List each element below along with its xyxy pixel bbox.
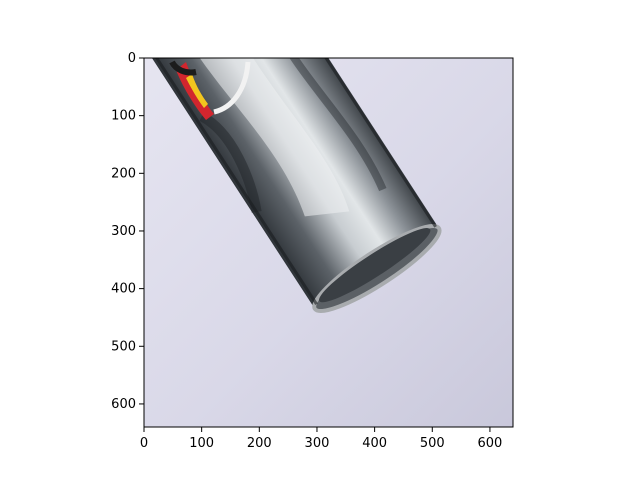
- y-axis: 0 100 200 300 400 500 600: [111, 51, 144, 412]
- can-edge-left: [144, 58, 318, 305]
- photo-image: [144, 58, 513, 427]
- x-tick-label: 600: [478, 436, 503, 451]
- can-logo: [169, 60, 251, 120]
- y-tick-label: 200: [111, 166, 136, 181]
- x-tick-label: 500: [420, 436, 445, 451]
- x-axis: 0 100 200 300 400 500 600: [140, 427, 502, 451]
- x-tick-label: 400: [362, 436, 387, 451]
- y-tick-label: 0: [128, 51, 136, 66]
- x-tick-label: 0: [140, 436, 148, 451]
- x-tick-label: 200: [247, 436, 272, 451]
- can-shadow-stripe: [199, 111, 262, 213]
- y-tick-label: 400: [111, 282, 136, 297]
- y-tick-label: 300: [111, 224, 136, 239]
- can-base: [319, 228, 431, 303]
- y-tick-label: 600: [111, 397, 136, 412]
- can-dark-stripe: [270, 58, 387, 192]
- axes-frame: [143, 57, 514, 428]
- x-tick-label: 100: [189, 436, 214, 451]
- can-reflection: [174, 58, 350, 217]
- x-tick-label: 300: [305, 436, 330, 451]
- y-tick-label: 500: [111, 339, 136, 354]
- y-tick-label: 100: [111, 109, 136, 124]
- can-edge-right: [260, 58, 437, 228]
- aluminium-can: [144, 58, 442, 313]
